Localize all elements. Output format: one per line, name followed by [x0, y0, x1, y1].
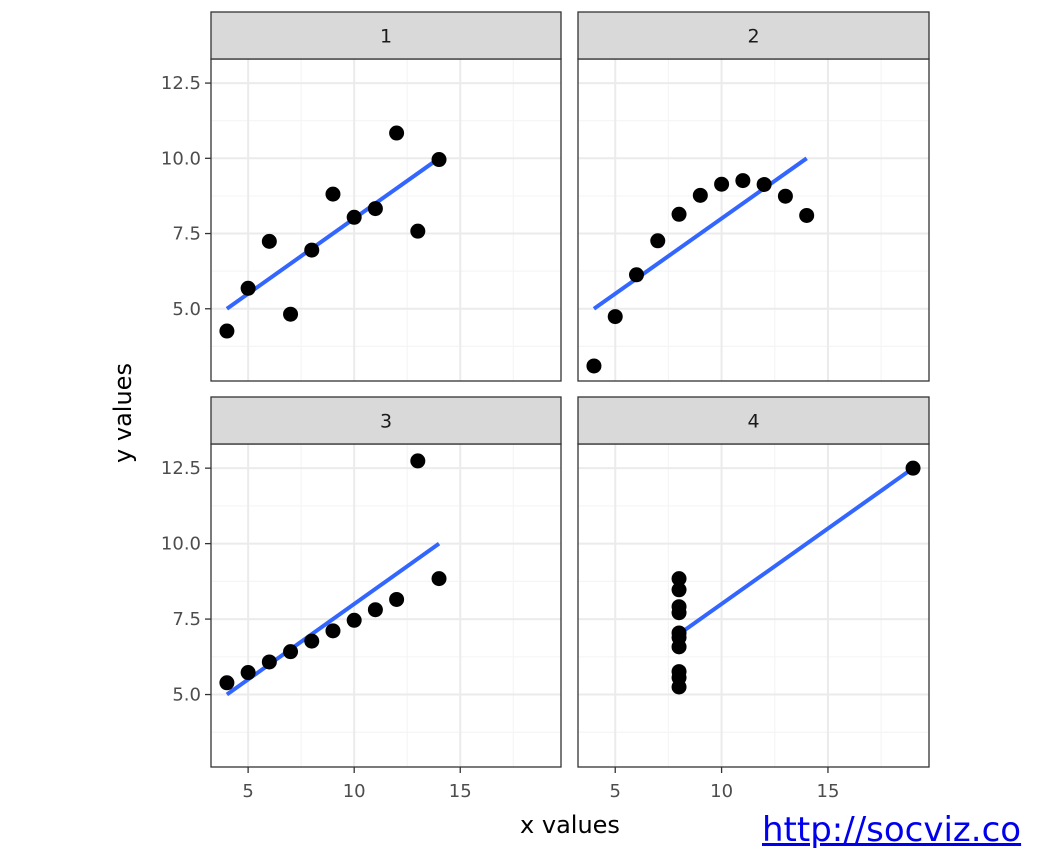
- x-tick-label: 10: [710, 781, 733, 802]
- panel-background: [578, 59, 929, 381]
- facet-strip: [577, 11, 930, 60]
- facet-strip-label: 2: [747, 26, 759, 48]
- data-point: [283, 306, 299, 322]
- data-point: [346, 612, 362, 628]
- data-point: [346, 209, 362, 225]
- data-point: [410, 223, 426, 239]
- data-point: [756, 176, 772, 192]
- y-tick-label: 7.5: [172, 224, 201, 245]
- data-point: [671, 599, 687, 615]
- fit-line: [225, 156, 441, 311]
- x-tick-label: 5: [610, 781, 621, 802]
- y-tick-label: 10.0: [161, 148, 201, 169]
- facet-strip-label: 3: [380, 411, 392, 433]
- panel-background: [211, 444, 561, 767]
- facet-strip: [577, 396, 930, 445]
- data-point: [650, 233, 666, 249]
- facet-strip: [210, 396, 562, 445]
- data-point: [431, 152, 447, 168]
- x-tick-label: 15: [449, 781, 472, 802]
- x-tick-label: 15: [817, 781, 840, 802]
- data-point: [671, 582, 687, 598]
- x-tick-label: 10: [343, 781, 366, 802]
- data-point: [671, 206, 687, 222]
- data-point: [261, 654, 277, 670]
- data-point: [431, 571, 447, 587]
- data-point: [325, 186, 341, 202]
- data-point: [714, 176, 730, 192]
- y-tick-label: 12.5: [161, 73, 201, 94]
- data-point: [389, 125, 405, 141]
- data-point: [219, 675, 235, 691]
- data-point: [240, 665, 256, 681]
- data-point: [692, 187, 708, 203]
- data-point: [325, 623, 341, 639]
- x-axis-title: x values: [520, 811, 620, 839]
- y-axis-title: y values: [109, 363, 137, 463]
- data-point: [410, 453, 426, 469]
- data-point: [261, 233, 277, 249]
- panel-background: [211, 59, 561, 381]
- facet-panel-4: 4 5 10 15: [577, 396, 930, 802]
- data-point: [777, 188, 793, 204]
- source-link[interactable]: http://socviz.co: [762, 810, 1022, 850]
- data-point: [283, 644, 299, 660]
- data-point: [367, 201, 383, 217]
- facet-panel-3: 3 5.0 7.5 10.0 12.5 5 10 15: [161, 396, 562, 802]
- data-point: [905, 460, 921, 476]
- data-point: [586, 358, 602, 374]
- y-tick-label: 5.0: [172, 299, 201, 320]
- data-point: [629, 267, 644, 283]
- data-point: [671, 629, 687, 645]
- fit-line: [225, 541, 441, 697]
- facet-strip-label: 4: [747, 411, 759, 433]
- y-tick-label: 10.0: [161, 534, 201, 555]
- facet-panel-2: 2: [577, 11, 930, 382]
- y-tick-label: 12.5: [161, 458, 201, 479]
- data-point: [304, 242, 320, 258]
- data-point: [607, 309, 623, 325]
- data-point: [240, 280, 256, 296]
- facet-strip-label: 1: [380, 26, 392, 48]
- data-point: [367, 602, 383, 618]
- y-tick-label: 5.0: [172, 685, 201, 706]
- data-point: [799, 207, 815, 223]
- data-point: [671, 670, 687, 686]
- data-point: [219, 323, 235, 339]
- facet-strip: [210, 11, 562, 60]
- data-point: [735, 173, 751, 189]
- data-point: [671, 571, 687, 587]
- data-point: [389, 591, 405, 607]
- facet-panel-1: 1 5.0 7.5 10.0 12.5: [161, 11, 562, 382]
- fit-line: [677, 466, 915, 636]
- data-point: [304, 633, 320, 649]
- y-tick-label: 7.5: [172, 609, 201, 630]
- x-tick-label: 5: [242, 781, 253, 802]
